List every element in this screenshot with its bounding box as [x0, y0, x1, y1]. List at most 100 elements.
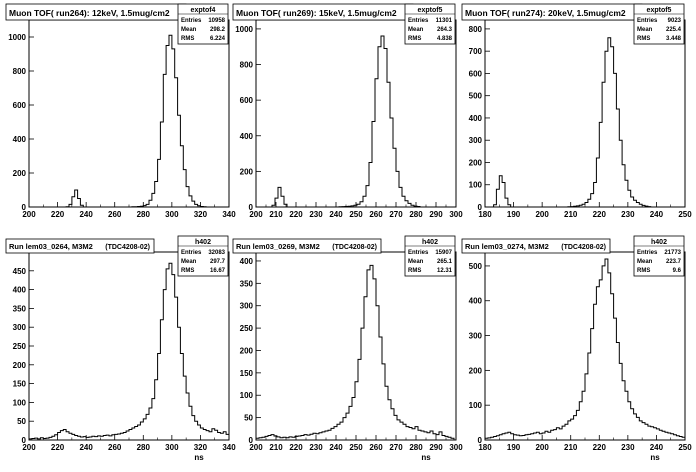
histogram-bin: [215, 430, 218, 440]
stats-name: exptof4: [191, 7, 216, 14]
x-tick-label: 240: [650, 443, 664, 452]
x-tick-label: 200: [22, 443, 36, 452]
histogram-bin: [135, 427, 138, 441]
histogram-bin: [639, 204, 642, 207]
histogram-bin: [358, 359, 361, 440]
x-tick-label: 260: [369, 443, 383, 452]
y-tick-label: 200: [13, 361, 27, 370]
x-tick-label: 210: [564, 443, 578, 452]
histogram-bin: [355, 382, 358, 440]
histogram-panel-3: 180 190 200 210 220 230 240 250 0 100 200 300 400 500…: [461, 3, 692, 219]
histogram-bin: [496, 436, 499, 440]
stats-value: 11301: [436, 18, 453, 24]
histogram-bin: [625, 391, 628, 440]
histogram-bin: [502, 183, 505, 208]
histogram-bin: [674, 435, 677, 440]
histogram-bin: [571, 419, 574, 440]
histogram-bin: [631, 197, 634, 207]
histogram-bin: [611, 294, 614, 440]
histogram-bin: [448, 437, 451, 440]
histogram-series: [255, 264, 455, 440]
histogram-bin: [346, 413, 349, 440]
histogram-bin: [608, 273, 611, 440]
histogram-bin: [106, 435, 109, 440]
y-tick-label: 700: [469, 47, 483, 56]
y-tick-label: 400: [240, 132, 254, 141]
histogram-bin: [123, 433, 126, 441]
histogram-bin: [424, 432, 427, 440]
y-tick-label: 400: [240, 257, 254, 266]
histogram-bin: [366, 186, 369, 207]
histogram-bin: [262, 437, 265, 440]
histogram-bin: [605, 259, 608, 440]
histogram-bin: [334, 427, 337, 440]
histogram-bin: [382, 364, 385, 440]
histogram-bin: [146, 204, 149, 207]
histogram-bin: [417, 207, 420, 208]
y-tick-label: 600: [469, 69, 483, 78]
histogram-bin: [554, 430, 557, 440]
histogram-bin: [369, 163, 372, 208]
plot-frame: [28, 251, 230, 441]
histogram-bin: [337, 424, 340, 440]
histogram-bin: [594, 183, 597, 208]
histogram-bin: [304, 435, 307, 440]
histogram-bin: [348, 206, 351, 207]
histogram-bin: [596, 158, 599, 207]
histogram-bin: [223, 432, 226, 440]
stats-value: 12.31: [437, 268, 453, 274]
stats-box: [177, 235, 229, 277]
histogram-panel-6: 180 190 200 210 220 230 240 250 0 100 200 300 400 500…: [461, 235, 692, 462]
histogram-bin: [602, 266, 605, 440]
stats-box: [404, 235, 456, 277]
stats-value: 3.448: [666, 36, 682, 42]
histogram-bin: [186, 393, 189, 440]
stats-value: 264.3: [437, 27, 453, 33]
histogram-bin: [189, 196, 192, 207]
y-tick-label: 0: [249, 203, 254, 212]
histogram-bin: [180, 146, 183, 207]
histogram-bin: [345, 207, 348, 208]
y-tick-label: 250: [240, 324, 254, 333]
histogram-bin: [502, 434, 505, 440]
stats-value: 265.1: [437, 259, 453, 265]
y-tick-label: 100: [469, 401, 483, 410]
histogram-bin: [427, 433, 430, 440]
histogram-bin: [373, 279, 376, 440]
histogram-bin: [614, 73, 617, 207]
histogram-bin: [195, 421, 198, 440]
stats-label: RMS: [408, 36, 421, 42]
histogram-bin: [499, 176, 502, 207]
stats-name: h402: [651, 239, 667, 246]
x-tick-label: 240: [79, 210, 93, 219]
histogram-bin: [349, 406, 352, 440]
histogram-bin: [494, 205, 497, 207]
histogram-bin: [534, 433, 537, 440]
title-box: [232, 238, 382, 254]
y-tick-label: 400: [469, 297, 483, 306]
stats-label: Mean: [408, 259, 424, 265]
histogram-bin: [178, 115, 181, 207]
histogram-bin: [284, 204, 287, 207]
histogram-bin: [226, 434, 229, 440]
histogram-bin: [49, 437, 52, 440]
x-tick-label: 200: [249, 443, 263, 452]
histogram-bin: [138, 207, 141, 208]
histogram-bin: [400, 422, 403, 440]
x-axis-label: ns: [194, 453, 204, 462]
histogram-bin: [494, 437, 497, 441]
stats-value: 32083: [208, 250, 225, 256]
histogram-bin: [178, 327, 181, 440]
histogram-bin: [152, 399, 155, 440]
histogram-bin: [559, 429, 562, 440]
y-tick-label: 150: [13, 380, 27, 389]
histogram-bin: [120, 433, 123, 440]
y-tick-label: 50: [244, 414, 253, 423]
histogram-bin: [160, 320, 163, 440]
histogram-bin: [421, 431, 424, 440]
histogram-bin: [126, 431, 129, 440]
stats-box: [404, 3, 456, 45]
histogram-bin: [548, 432, 551, 440]
histogram-bin: [508, 432, 511, 440]
histogram-bin: [376, 306, 379, 440]
